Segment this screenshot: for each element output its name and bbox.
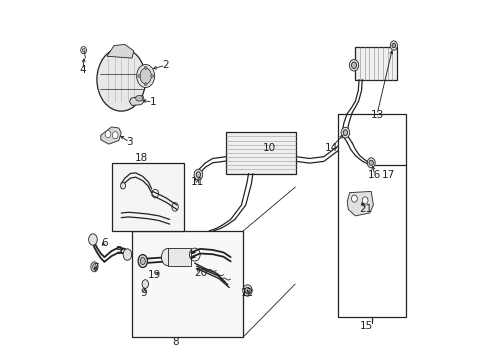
Text: 7: 7	[92, 263, 98, 273]
Polygon shape	[107, 44, 134, 58]
Ellipse shape	[368, 158, 375, 168]
Text: 18: 18	[135, 153, 148, 163]
Bar	[132, 231, 243, 337]
Text: 8: 8	[172, 337, 178, 347]
Text: 6: 6	[101, 238, 108, 248]
Text: 10: 10	[263, 143, 276, 153]
Bar	[112, 163, 184, 231]
Ellipse shape	[144, 66, 147, 69]
Text: 2: 2	[162, 60, 169, 70]
Ellipse shape	[138, 75, 141, 77]
Ellipse shape	[243, 285, 252, 296]
Text: 5: 5	[116, 246, 122, 256]
Text: 9: 9	[141, 288, 147, 298]
Ellipse shape	[93, 264, 96, 270]
Text: 11: 11	[191, 177, 204, 187]
Ellipse shape	[245, 287, 250, 294]
Ellipse shape	[121, 183, 125, 189]
Ellipse shape	[82, 48, 85, 52]
Text: 20: 20	[195, 267, 208, 278]
Ellipse shape	[89, 234, 97, 245]
Polygon shape	[129, 96, 145, 105]
Text: 16: 16	[368, 170, 381, 180]
Ellipse shape	[351, 62, 357, 68]
Bar	[168, 248, 191, 266]
Polygon shape	[347, 192, 373, 216]
Ellipse shape	[140, 68, 151, 84]
Ellipse shape	[343, 130, 347, 135]
Bar	[355, 47, 397, 80]
Bar	[226, 132, 296, 174]
Ellipse shape	[112, 132, 118, 139]
Ellipse shape	[390, 41, 397, 50]
Ellipse shape	[369, 160, 373, 165]
Polygon shape	[101, 127, 122, 144]
Ellipse shape	[341, 127, 350, 138]
Ellipse shape	[349, 59, 359, 71]
Ellipse shape	[362, 197, 368, 204]
Text: 12: 12	[241, 288, 254, 298]
Text: 14: 14	[324, 143, 338, 153]
Ellipse shape	[392, 43, 395, 48]
Ellipse shape	[138, 255, 147, 267]
Ellipse shape	[144, 83, 147, 86]
Ellipse shape	[194, 169, 203, 180]
Ellipse shape	[105, 131, 111, 138]
Text: 15: 15	[360, 321, 373, 331]
Text: 4: 4	[79, 64, 86, 75]
Ellipse shape	[351, 195, 357, 202]
Text: 1: 1	[149, 97, 156, 107]
Text: 17: 17	[382, 170, 395, 180]
Ellipse shape	[137, 64, 155, 87]
Text: 21: 21	[360, 204, 373, 215]
Text: 19: 19	[148, 270, 161, 280]
Ellipse shape	[97, 48, 146, 111]
Ellipse shape	[136, 95, 143, 101]
Ellipse shape	[142, 280, 148, 288]
Ellipse shape	[151, 75, 153, 77]
Ellipse shape	[91, 262, 98, 272]
Ellipse shape	[161, 248, 174, 266]
Ellipse shape	[140, 257, 146, 265]
Text: 13: 13	[370, 110, 384, 120]
Text: 3: 3	[126, 138, 133, 147]
Ellipse shape	[123, 249, 132, 260]
Ellipse shape	[196, 172, 200, 177]
